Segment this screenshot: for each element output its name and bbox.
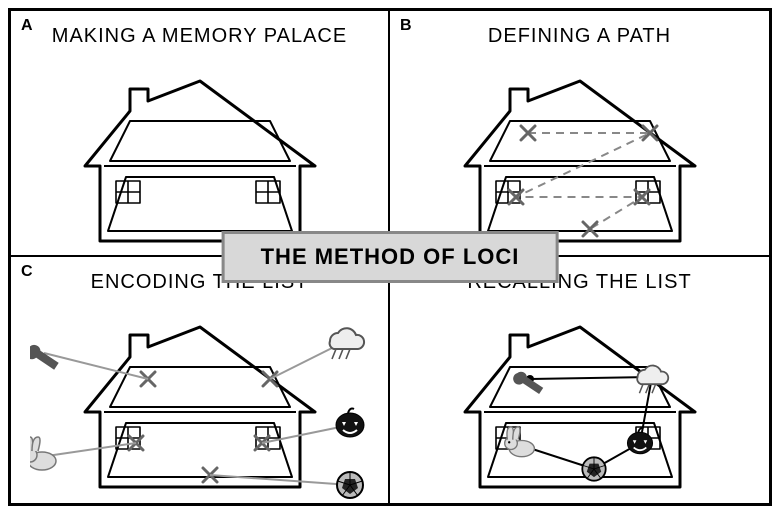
pumpkin-icon — [336, 409, 364, 438]
panel-c: C ENCODING THE LIST — [11, 257, 390, 503]
panel-a: A MAKING A MEMORY PALACE — [11, 11, 390, 257]
house-d — [410, 307, 750, 507]
wrench-icon — [30, 345, 58, 369]
center-title: THE METHOD OF LOCI — [222, 231, 559, 283]
house-c — [30, 307, 370, 507]
rabbit-icon — [30, 437, 56, 470]
ball-icon — [582, 457, 605, 480]
panel-title: DEFINING A PATH — [390, 25, 769, 48]
panel-b: B DEFINING A PATH — [390, 11, 769, 257]
panel-d: D RECALLING THE LIST — [390, 257, 769, 503]
ball-icon — [337, 472, 363, 498]
panel-title: MAKING A MEMORY PALACE — [11, 25, 388, 48]
cloud-icon — [329, 328, 363, 359]
